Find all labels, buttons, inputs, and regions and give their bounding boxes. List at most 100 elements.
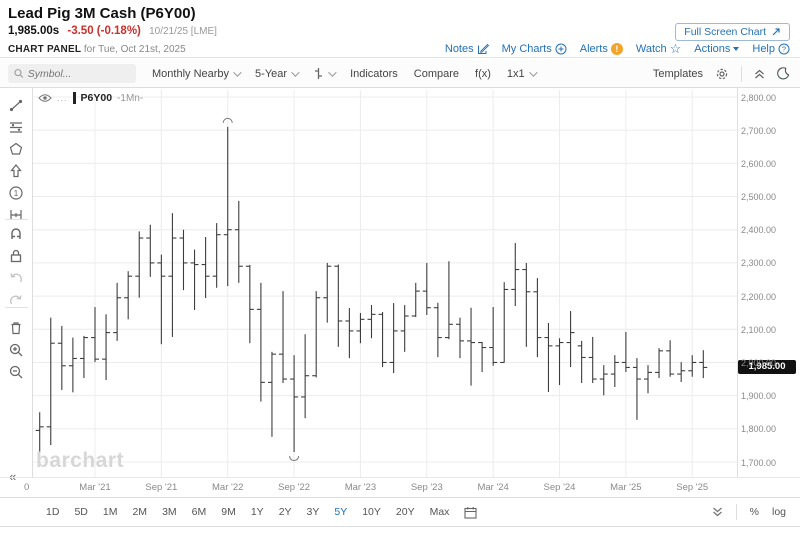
full-screen-chart-button[interactable]: Full Screen Chart [675,23,790,41]
range-button-1d[interactable]: 1D [46,506,60,518]
ohlc-bar [367,305,376,339]
fx-label: f(x) [475,67,491,80]
chart-toolbar: Monthly Nearby 5-Year Indicators Compare… [0,60,800,88]
ohlc-bar [555,338,564,386]
shapes-tool-button[interactable] [8,141,25,158]
magnet-tool-icon [11,228,21,239]
trendline-tool-button[interactable] [8,97,25,114]
range-button-5d[interactable]: 5D [74,506,88,518]
range-button-1m[interactable]: 1M [102,506,118,518]
axis-scale-controls: % log [712,504,800,520]
alerts-link[interactable]: Alerts ! [580,43,623,55]
log-scale-button[interactable]: log [771,506,786,518]
frequency-dropdown[interactable]: Monthly Nearby [152,68,242,80]
ohlc-bar [411,282,420,317]
ohlc-bar [544,322,553,392]
legend-symbol: P6Y00 [80,92,113,104]
time-axis-label: Sep '21 [145,482,178,493]
price-chart-canvas[interactable] [33,88,737,477]
range-button-max[interactable]: Max [429,506,450,518]
ohlc-bar [135,231,144,298]
ohlc-bar [356,313,365,344]
undo-button[interactable] [8,271,25,288]
chart-settings-button[interactable] [715,67,729,81]
range-button-9m[interactable]: 9M [221,506,236,518]
help-link[interactable]: Help ? [752,43,790,55]
collapse-sidebar-button[interactable]: « [9,469,17,484]
range-toolbar: 1D 5D 1M 2M 3M 6M 9M 1Y 2Y 3Y 5Y 10Y 20Y Max % log [0,497,800,527]
arrow-tool-button[interactable] [8,163,25,180]
range-button-10y[interactable]: 10Y [362,506,381,518]
range-button-20y[interactable]: 20Y [395,506,415,518]
legend-menu-icon[interactable]: ... [57,93,68,103]
ohlc-bar [378,312,387,368]
ohlc-bar [610,355,619,388]
zoom-in-button[interactable] [8,342,25,359]
time-axis-label: Mar '23 [344,482,377,493]
symbol-search[interactable] [8,64,136,83]
ohlc-bar [577,340,586,384]
compare-button[interactable]: Compare [414,68,459,80]
ohlc-bar [489,307,498,366]
measure-tool-button[interactable] [8,207,25,224]
range-button-5y[interactable]: 5Y [334,506,348,518]
header-divider [0,57,800,58]
actions-label: Actions [694,43,731,55]
indicators-button[interactable]: Indicators [350,68,398,80]
annotation-tool-button[interactable]: 1 [8,185,25,202]
my-charts-link[interactable]: My Charts [502,43,567,55]
ohlc-bar [179,229,188,291]
symbol-search-input[interactable] [27,67,130,80]
watch-link[interactable]: Watch ☆ [635,42,681,55]
alerts-label: Alerts [579,43,608,55]
price-axis-border [737,88,738,477]
range-button-3y[interactable]: 3Y [306,506,320,518]
percent-scale-button[interactable]: % [749,506,759,518]
moon-icon [777,67,790,80]
ohlc-bar [400,305,409,352]
actions-menu[interactable]: Actions [694,43,740,55]
watch-label: Watch [635,43,667,55]
ohlc-bar [621,331,630,373]
collapse-toolbar-button[interactable] [754,68,765,80]
trash-button[interactable] [8,320,25,337]
time-axis-label: Mar '22 [212,482,244,493]
price-axis-label: 2,800.00 [741,92,777,103]
magnet-tool-button[interactable] [8,226,25,243]
price-axis-label: 1,900.00 [741,391,777,402]
fibonacci-tool-button[interactable] [8,119,25,136]
lock-tool-button[interactable] [8,248,25,265]
expand-icon [772,28,780,36]
help-label: Help [752,43,775,55]
templates-button[interactable]: Templates [653,68,703,80]
chart-legend[interactable]: ... P6Y00 -1Mn- [38,92,143,104]
ohlc-bar [511,243,520,307]
range-dropdown[interactable]: 5-Year [255,68,300,80]
tool-divider [5,219,28,220]
ohlc-bar [444,261,453,340]
collapse-panel-button[interactable] [712,506,723,518]
toolbar-separator [741,65,742,82]
expressions-button[interactable]: f(x) [475,68,491,80]
series-color-bar [72,92,76,104]
chart-type-dropdown[interactable] [313,67,337,80]
notes-link[interactable]: Notes [445,43,489,55]
ohlc-bar [467,307,476,386]
ohlc-bar [301,334,310,419]
ohlc-bar [323,262,332,323]
range-button-6m[interactable]: 6M [191,506,207,518]
range-button-2m[interactable]: 2M [132,506,148,518]
ohlc-bar [212,223,221,288]
range-button-3m[interactable]: 3M [162,506,177,518]
range-button-1y[interactable]: 1Y [250,506,264,518]
zoom-out-button[interactable] [8,364,25,381]
redo-icon [10,295,22,305]
ohlc-bar [632,358,641,420]
grid-layout-dropdown[interactable]: 1x1 [507,68,538,80]
redo-button[interactable] [8,293,25,310]
dark-mode-toggle[interactable] [777,67,790,80]
custom-date-range-button[interactable] [464,506,477,519]
range-button-2y[interactable]: 2Y [278,506,292,518]
svg-text:?: ? [782,45,786,54]
